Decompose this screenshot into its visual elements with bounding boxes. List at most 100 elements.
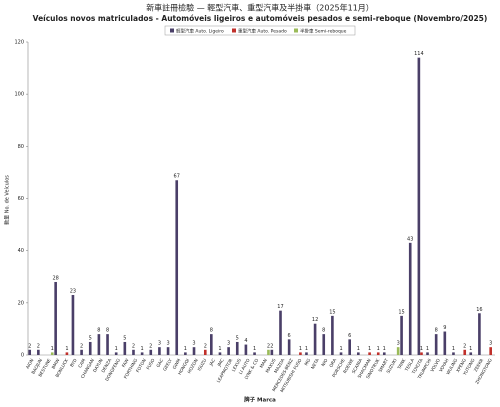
bar (244, 344, 248, 355)
x-tick-label: GWM (172, 358, 183, 371)
data-label: 2 (37, 343, 40, 349)
bar (368, 352, 371, 355)
bar (400, 315, 403, 355)
x-tick-label: ORA (328, 358, 338, 369)
legend-swatch (232, 28, 236, 33)
legend-label: 重型汽車 Auto. Pesado (238, 27, 287, 34)
data-label: 9 (443, 325, 446, 331)
bar (218, 352, 222, 355)
x-tick-label: ISUZU (197, 358, 209, 372)
legend-swatch (294, 28, 298, 33)
data-label: 2 (149, 343, 152, 349)
data-label: 1 (253, 346, 256, 352)
bar (408, 242, 412, 355)
data-label: 1 (420, 346, 423, 352)
bar (123, 341, 127, 355)
bar (132, 349, 135, 355)
bar (305, 352, 308, 355)
x-tick-label: FAW (121, 357, 131, 368)
data-label: 1 (51, 346, 54, 352)
bar (210, 334, 213, 355)
bar (287, 339, 291, 355)
bar (227, 347, 230, 355)
bar (478, 313, 481, 355)
data-label: 2 (80, 343, 83, 349)
data-label: 3 (227, 341, 230, 347)
bar (37, 349, 40, 355)
bar (97, 334, 101, 355)
data-label: 1 (469, 346, 472, 352)
bar (65, 352, 69, 355)
data-label: 1 (65, 346, 68, 352)
bar (114, 352, 118, 355)
data-label: 1 (452, 346, 455, 352)
data-label: 1 (299, 346, 302, 352)
data-label: 3 (489, 341, 492, 347)
bar (267, 349, 270, 355)
data-label: 5 (236, 335, 239, 341)
bar (158, 347, 161, 355)
bar (443, 331, 447, 355)
data-label: 23 (70, 289, 76, 295)
bar (426, 352, 429, 355)
data-label: 12 (312, 317, 318, 323)
x-tick-label: MG (303, 358, 312, 367)
x-tick-label: CAM (77, 358, 87, 370)
data-label: 28 (52, 275, 58, 281)
data-label: 6 (348, 333, 351, 339)
data-label: 2 (267, 343, 270, 349)
bar (396, 347, 400, 355)
bar (80, 349, 83, 355)
data-label: 2 (132, 343, 135, 349)
legend-swatch (170, 28, 174, 33)
bar (270, 349, 274, 355)
bar (28, 349, 32, 355)
data-label: 3 (192, 341, 195, 347)
bar (54, 281, 57, 355)
data-label: 3 (397, 341, 400, 347)
data-label: 15 (329, 309, 335, 315)
data-label: 6 (288, 333, 291, 339)
data-label: 5 (89, 335, 92, 341)
bar (489, 347, 492, 355)
bar (339, 352, 343, 355)
y-tick-label: 100 (14, 92, 24, 98)
data-label: 16 (476, 307, 482, 313)
bar (235, 341, 239, 355)
y-tick-label: 60 (18, 196, 24, 202)
bar (376, 352, 380, 355)
data-label: 8 (106, 328, 109, 334)
y-tick-label: 40 (18, 248, 24, 254)
data-label: 8 (322, 328, 325, 334)
data-label: 3 (166, 341, 169, 347)
bar (192, 347, 196, 355)
bar (279, 310, 282, 355)
data-label: 43 (407, 236, 413, 242)
x-tick-label: GEELY (162, 357, 174, 372)
x-tick-label: NIO (320, 357, 329, 367)
x-tick-label: JAC (208, 358, 217, 368)
bar (434, 334, 438, 355)
data-label: 67 (174, 174, 180, 180)
y-tick-label: 80 (18, 144, 24, 150)
data-label: 1 (339, 346, 342, 352)
data-label: 114 (414, 51, 424, 57)
chart-title: 新車註冊檢驗 — 輕型汽車、重型汽車及半掛車（2025年11月） (146, 3, 374, 13)
bar (299, 352, 302, 355)
y-tick-label: 120 (14, 40, 24, 46)
bar (50, 352, 54, 355)
bar (313, 323, 317, 355)
data-label: 1 (115, 346, 118, 352)
bar (382, 352, 386, 355)
x-tick-label: BMW (51, 357, 62, 370)
legend-label: 輕型汽車 Auto. Ligeiro (176, 27, 224, 34)
x-axis-label: 牌子 Marca (244, 396, 276, 404)
bar (140, 352, 144, 355)
data-label: 1 (357, 346, 360, 352)
x-tick-label: GAC (155, 358, 165, 369)
bar (417, 57, 421, 356)
y-tick-label: 0 (21, 353, 24, 359)
data-label: 1 (305, 346, 308, 352)
x-tick-label: BYD (69, 357, 79, 368)
